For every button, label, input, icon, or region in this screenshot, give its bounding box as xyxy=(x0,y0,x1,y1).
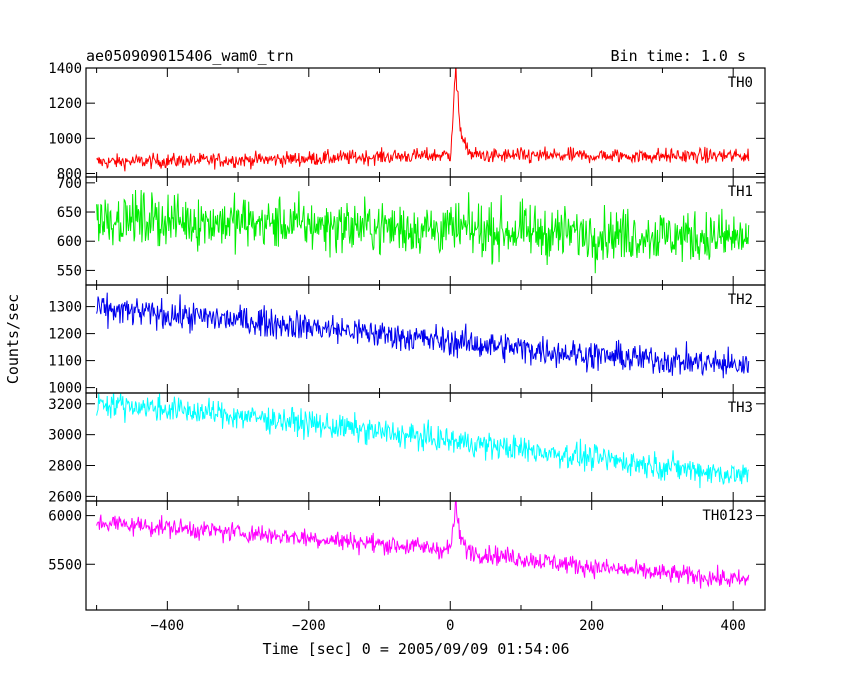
y-tick-label: 2600 xyxy=(48,489,82,505)
panel-th0123: 5500 6000 TH0123 xyxy=(48,500,766,611)
y-tick-label: 1200 xyxy=(48,96,82,112)
y-tick-label: 5500 xyxy=(48,557,82,573)
y-tick-label: 1400 xyxy=(48,61,82,77)
panel-th1: 550 600 650 700 TH1 xyxy=(57,176,766,286)
y-tick-label: 700 xyxy=(57,176,82,192)
panel-label: TH0123 xyxy=(702,508,753,524)
chart-title: ae050909015406_wam0_trn xyxy=(86,47,294,65)
panel-label: TH1 xyxy=(728,184,753,200)
y-tick-label: 550 xyxy=(57,263,82,279)
y-tick-label: 6000 xyxy=(48,509,82,525)
x-tick-label: −200 xyxy=(292,618,326,634)
y-tick-label: 800 xyxy=(57,166,82,182)
panel-th2: 1000 1100 1200 1300 TH2 xyxy=(48,284,766,397)
x-tick-label: −400 xyxy=(150,618,184,634)
panel-label: TH3 xyxy=(728,400,753,416)
x-tick-label: 400 xyxy=(721,618,746,634)
y-tick-label: 650 xyxy=(57,205,82,221)
x-tick-label: 0 xyxy=(446,618,454,634)
y-tick-label: 2800 xyxy=(48,459,82,475)
panel-frame xyxy=(85,284,766,394)
bin-time-label: Bin time: 1.0 s xyxy=(611,47,746,65)
series-line-th0123 xyxy=(96,501,750,589)
panels-group: 800 1000 1200 1400 TH0 550 600 650 700 TH1 1000 110… xyxy=(48,61,766,634)
y-tick-label: 1000 xyxy=(48,381,82,397)
y-tick-label: 1000 xyxy=(48,131,82,147)
y-tick-label: 1300 xyxy=(48,300,82,316)
panel-th0: 800 1000 1200 1400 TH0 xyxy=(48,61,766,182)
panel-label: TH0 xyxy=(728,75,753,91)
series-line-th2 xyxy=(96,292,750,379)
series-line-th3 xyxy=(96,393,750,489)
x-tick-label: 200 xyxy=(579,618,604,634)
y-tick-label: 600 xyxy=(57,234,82,250)
panel-frame xyxy=(85,500,766,611)
panel-th3: 2600 2800 3000 3200 TH3 xyxy=(48,392,766,505)
y-tick-label: 1200 xyxy=(48,327,82,343)
y-axis-label: Counts/sec xyxy=(4,294,22,384)
series-line-th1 xyxy=(96,189,750,274)
panel-label: TH2 xyxy=(728,292,753,308)
series-line-th0 xyxy=(96,68,750,172)
y-tick-label: 1100 xyxy=(48,354,82,370)
y-tick-label: 3000 xyxy=(48,428,82,444)
x-axis-label: Time [sec] 0 = 2005/09/09 01:54:06 xyxy=(262,640,569,658)
y-tick-label: 3200 xyxy=(48,397,82,413)
